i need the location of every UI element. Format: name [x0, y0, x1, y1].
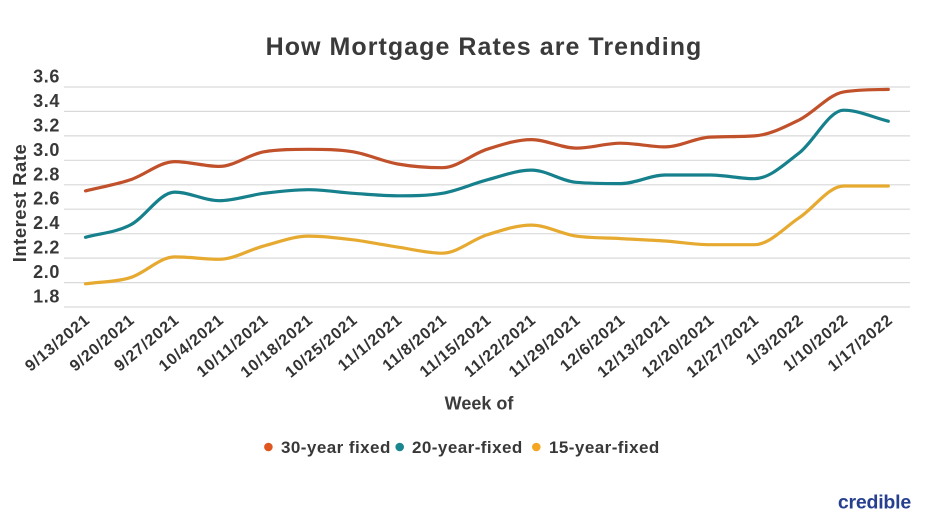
svg-text:2.6: 2.6	[33, 189, 60, 209]
svg-text:credible: credible	[838, 492, 912, 514]
svg-text:3.6: 3.6	[33, 67, 60, 87]
svg-text:2.4: 2.4	[33, 213, 60, 233]
svg-text:2.8: 2.8	[33, 164, 60, 184]
svg-text:15-year-fixed: 15-year-fixed	[549, 438, 660, 457]
svg-text:3.4: 3.4	[33, 91, 60, 111]
svg-text:How Mortgage Rates are Trendin: How Mortgage Rates are Trending	[266, 33, 703, 61]
svg-text:20-year-fixed: 20-year-fixed	[412, 438, 523, 457]
svg-text:30-year fixed: 30-year fixed	[281, 438, 391, 457]
svg-text:2.2: 2.2	[33, 238, 60, 258]
svg-text:Interest Rate: Interest Rate	[9, 144, 30, 263]
svg-text:2.0: 2.0	[33, 262, 60, 282]
svg-text:3.0: 3.0	[33, 140, 60, 160]
svg-text:3.2: 3.2	[33, 115, 60, 135]
svg-text:Week of: Week of	[445, 394, 515, 414]
svg-text:1.8: 1.8	[33, 287, 60, 307]
